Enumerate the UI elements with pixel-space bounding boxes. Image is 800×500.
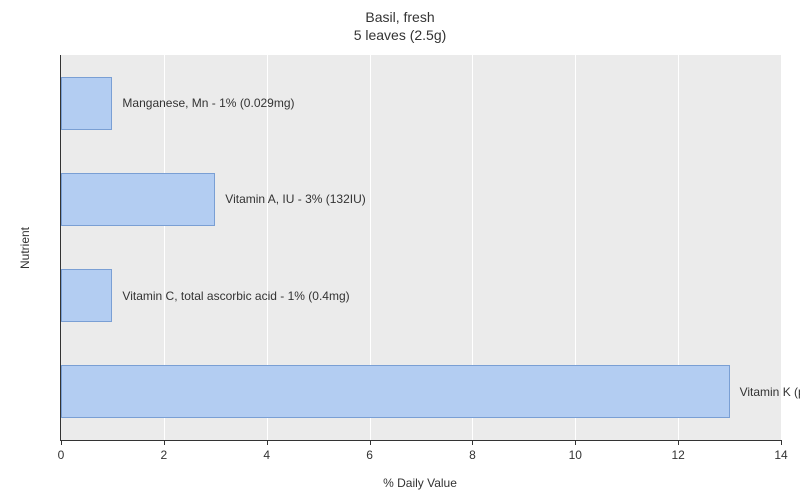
x-tick-label: 6	[366, 448, 373, 462]
x-tick	[267, 440, 268, 445]
plot-area: 02468101214Manganese, Mn - 1% (0.029mg)V…	[60, 55, 781, 441]
chart-title-line2: 5 leaves (2.5g)	[354, 27, 447, 43]
x-tick-label: 0	[58, 448, 65, 462]
x-tick-label: 12	[671, 448, 684, 462]
nutrient-bar	[61, 365, 730, 418]
x-tick	[370, 440, 371, 445]
x-tick	[164, 440, 165, 445]
x-tick-label: 10	[569, 448, 582, 462]
nutrient-bar	[61, 173, 215, 226]
x-tick-label: 14	[774, 448, 787, 462]
y-axis-label-text: Nutrient	[19, 226, 33, 268]
nutrient-bar	[61, 77, 112, 130]
nutrient-bar-label: Vitamin C, total ascorbic acid - 1% (0.4…	[122, 290, 349, 302]
x-axis-label: % Daily Value	[60, 476, 780, 490]
x-tick	[472, 440, 473, 445]
gridline	[781, 55, 782, 440]
nutrient-bar-label: Manganese, Mn - 1% (0.029mg)	[122, 97, 294, 109]
x-tick	[61, 440, 62, 445]
chart-title: Basil, fresh 5 leaves (2.5g)	[0, 8, 800, 44]
x-tick	[678, 440, 679, 445]
x-tick	[781, 440, 782, 445]
nutrient-chart: Basil, fresh 5 leaves (2.5g) Nutrient 02…	[0, 0, 800, 500]
x-tick-label: 2	[161, 448, 168, 462]
chart-title-line1: Basil, fresh	[365, 9, 434, 25]
y-axis-label: Nutrient	[18, 55, 33, 440]
nutrient-bar-label: Vitamin K (phylloquinone) - 13% (10.4mcg…	[740, 386, 800, 398]
x-tick	[575, 440, 576, 445]
nutrient-bar	[61, 269, 112, 322]
nutrient-bar-label: Vitamin A, IU - 3% (132IU)	[225, 193, 366, 205]
x-tick-label: 4	[263, 448, 270, 462]
x-tick-label: 8	[469, 448, 476, 462]
